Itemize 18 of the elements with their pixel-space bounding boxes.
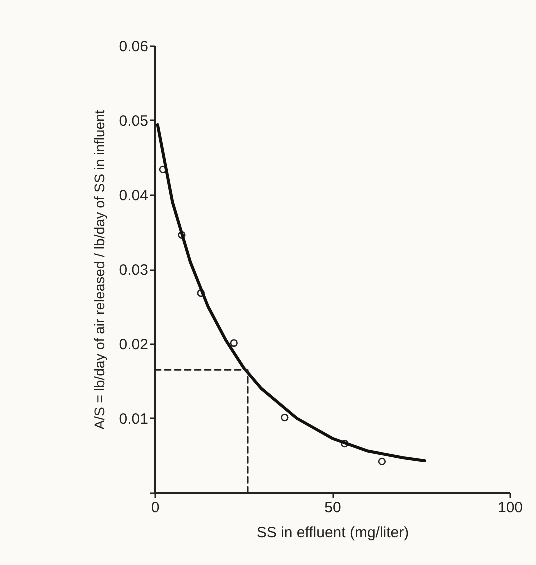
x-tick-label: 100 bbox=[498, 500, 524, 516]
y-tick-label: 0.03 bbox=[119, 262, 148, 279]
line-series bbox=[156, 123, 426, 462]
point bbox=[341, 440, 349, 448]
y-tick-label: 0.02 bbox=[119, 336, 148, 354]
y-tick-label: 0.04 bbox=[119, 188, 148, 204]
point bbox=[281, 414, 289, 422]
x-axis-title: SS in effluent (mg/liter) bbox=[256, 524, 410, 542]
x-tick-label: 50 bbox=[324, 500, 342, 516]
point bbox=[378, 458, 386, 466]
point bbox=[230, 339, 238, 348]
x-tick-label: 0 bbox=[151, 500, 160, 516]
y-tick-label: 0.05 bbox=[119, 113, 148, 130]
point bbox=[178, 231, 186, 240]
y-tick-label: 0.01 bbox=[119, 411, 148, 428]
point bbox=[197, 290, 205, 298]
y-tick-label: 0.06 bbox=[119, 38, 148, 56]
y-axis-title: A/S = lb/day of air released / lb/day of SS in influent bbox=[91, 110, 108, 430]
